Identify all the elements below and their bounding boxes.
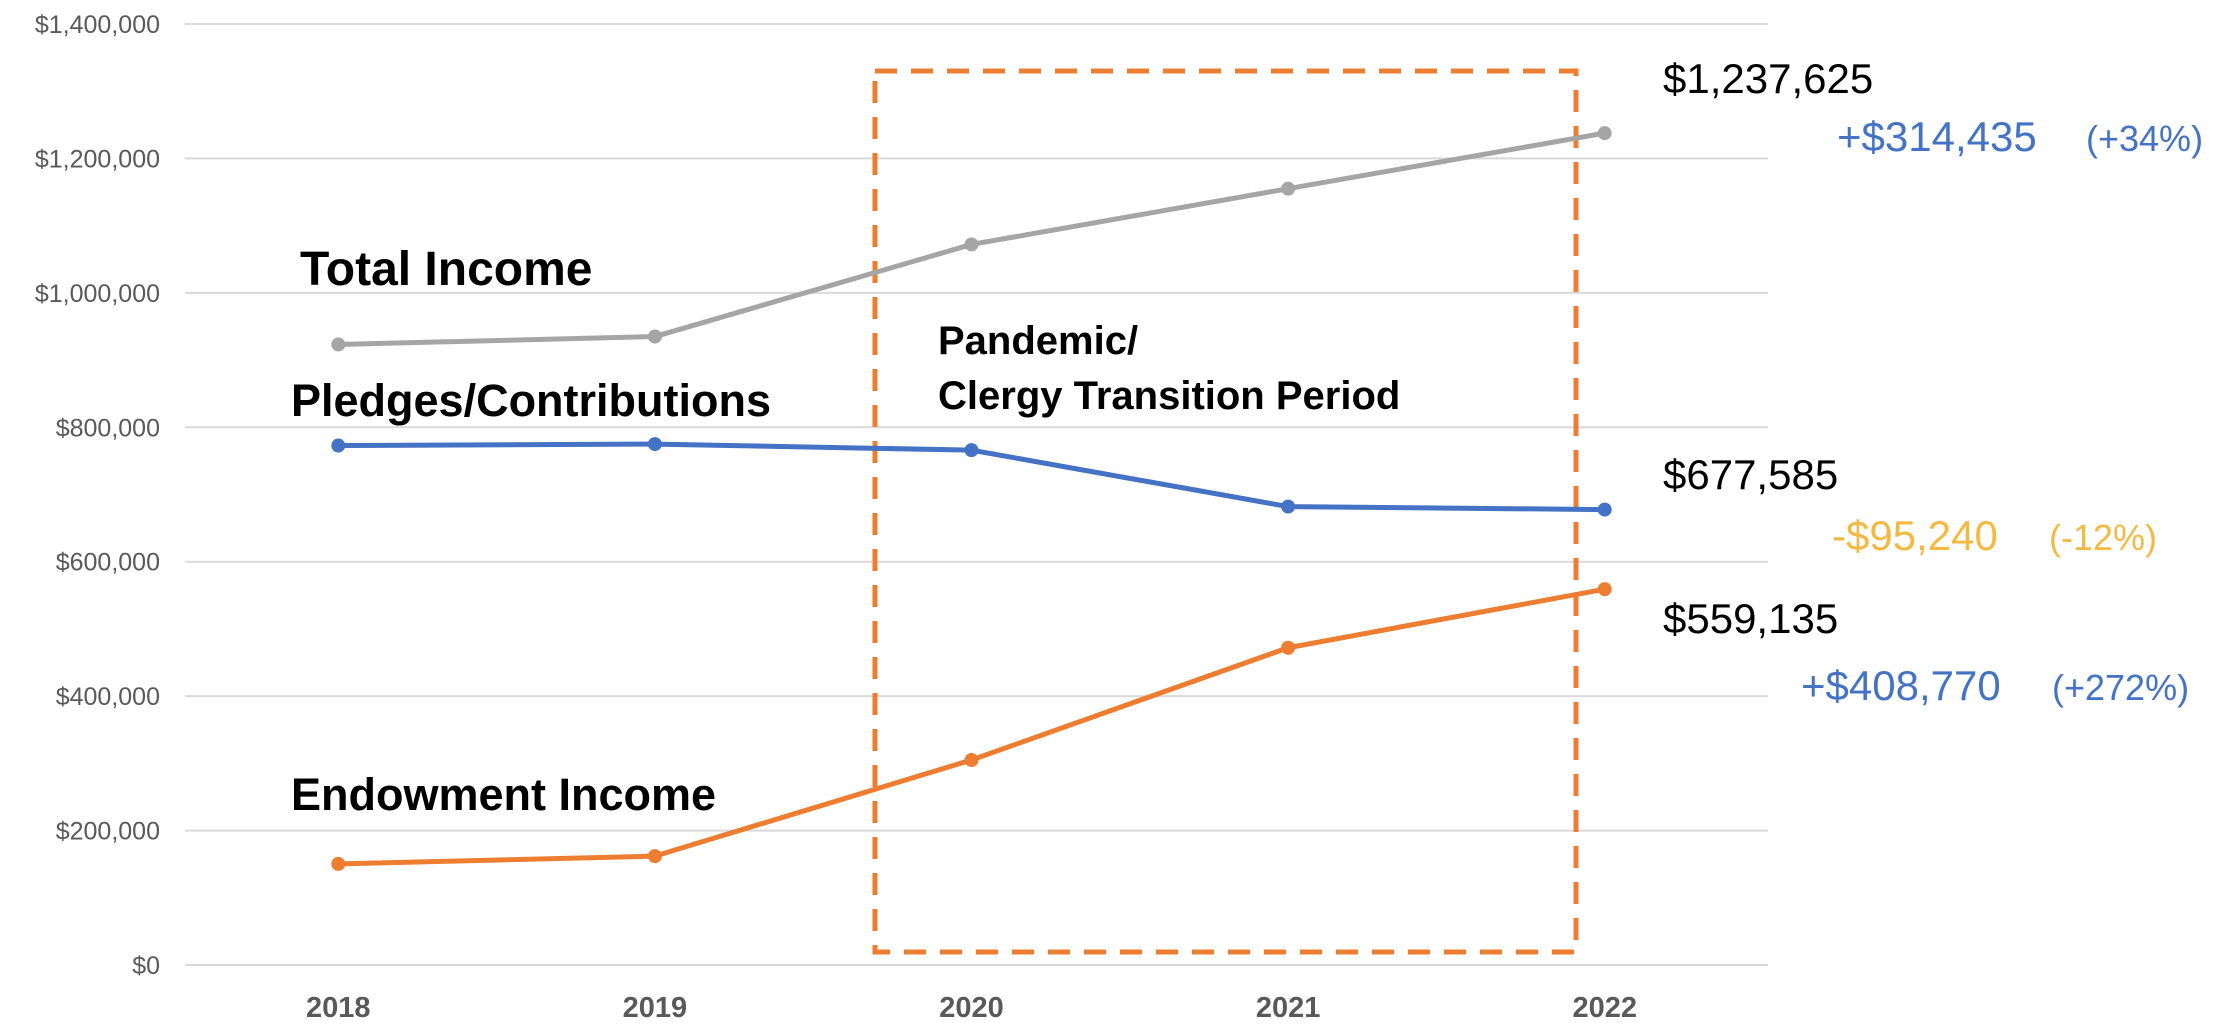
- marker: [964, 237, 979, 252]
- highlight-box: [872, 68, 1579, 955]
- marker: [331, 438, 346, 453]
- x-tick-label: 2022: [1572, 992, 1637, 1024]
- change-label: -$95,240: [1832, 512, 1998, 559]
- value-label: $1,237,625: [1663, 55, 1873, 102]
- series-label: Total Income: [300, 243, 592, 296]
- marker: [1281, 499, 1296, 514]
- y-tick-label: $800,000: [56, 414, 160, 442]
- y-tick-label: $600,000: [56, 549, 160, 577]
- box-label: Clergy Transition Period: [938, 374, 1400, 418]
- y-tick-label: $1,200,000: [35, 145, 160, 173]
- y-tick-label: $0: [132, 952, 160, 980]
- y-tick-label: $200,000: [56, 818, 160, 846]
- x-tick-label: 2019: [623, 992, 688, 1024]
- marker: [1281, 181, 1296, 196]
- x-tick-label: 2018: [306, 992, 371, 1024]
- marker: [1597, 502, 1612, 517]
- marker: [1597, 582, 1612, 597]
- series-label: Endowment Income: [291, 769, 716, 820]
- x-tick-label: 2020: [939, 992, 1004, 1024]
- box-label: Pandemic/: [938, 319, 1138, 363]
- marker: [331, 337, 346, 352]
- marker: [1597, 126, 1612, 141]
- series-label: Pledges/Contributions: [291, 375, 771, 426]
- marker: [1281, 640, 1296, 655]
- change-pct-label: (+272%): [2052, 667, 2189, 708]
- value-label: $677,585: [1663, 451, 1838, 498]
- change-pct-label: (-12%): [2049, 517, 2157, 558]
- y-tick-label: $400,000: [56, 683, 160, 711]
- y-tick-label: $1,000,000: [35, 280, 160, 308]
- value-label: $559,135: [1663, 595, 1838, 642]
- marker: [331, 856, 346, 871]
- line: [338, 586, 1606, 867]
- marker: [647, 437, 662, 452]
- x-tick-label: 2021: [1256, 992, 1321, 1024]
- marker: [964, 443, 979, 458]
- change-label: +$314,435: [1837, 113, 2037, 160]
- marker: [964, 752, 979, 767]
- marker: [647, 849, 662, 864]
- change-pct-label: (+34%): [2086, 118, 2203, 159]
- y-tick-label: $1,400,000: [35, 11, 160, 39]
- marker: [647, 329, 662, 344]
- change-label: +$408,770: [1801, 662, 2001, 709]
